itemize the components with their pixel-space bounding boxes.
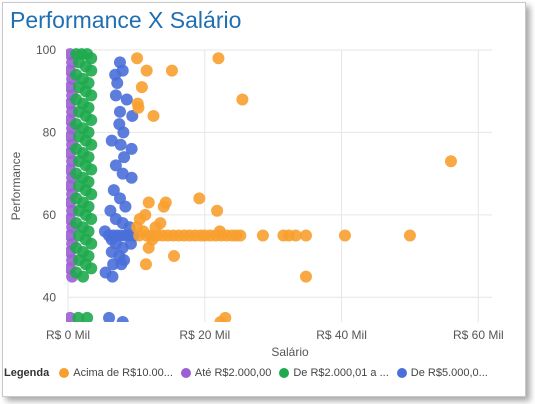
data-point[interactable] (140, 64, 153, 77)
legend-label-de-2000: De R$2.000,01 a ... (293, 367, 389, 379)
data-point[interactable] (119, 200, 132, 213)
data-point[interactable] (139, 258, 152, 271)
data-point[interactable] (72, 311, 85, 324)
data-point[interactable] (125, 171, 138, 184)
data-point[interactable] (81, 311, 94, 324)
legend-item-de-2000[interactable]: De R$2.000,01 a ... (279, 367, 389, 379)
legend-swatch-de-5000 (396, 368, 407, 378)
data-point[interactable] (125, 142, 138, 155)
data-point[interactable] (85, 89, 98, 102)
y-tick-label: 40 (43, 290, 57, 304)
x-tick-label: R$ 0 Mil (46, 328, 90, 342)
data-point[interactable] (256, 229, 269, 242)
y-axis-label: Performance (9, 151, 23, 220)
legend-swatch-de-2000 (279, 368, 290, 378)
data-point[interactable] (146, 233, 159, 246)
data-point[interactable] (165, 64, 178, 77)
data-point[interactable] (85, 64, 98, 77)
data-point[interactable] (114, 138, 127, 151)
data-point[interactable] (193, 192, 206, 205)
legend-label-ate: Até R$2.000,00 (194, 367, 272, 379)
x-tick-label: R$ 40 Mil (316, 328, 367, 342)
data-point[interactable] (111, 76, 124, 89)
data-point[interactable] (126, 109, 139, 122)
data-point[interactable] (219, 311, 232, 324)
data-point[interactable] (211, 204, 224, 217)
data-point[interactable] (85, 212, 98, 225)
legend-item-acima[interactable]: Acima de R$10.00... (59, 367, 173, 379)
data-point[interactable] (120, 93, 133, 106)
data-point[interactable] (85, 163, 98, 176)
grid-lines (67, 49, 492, 322)
data-point[interactable] (113, 105, 126, 118)
data-point[interactable] (106, 270, 119, 283)
data-point[interactable] (212, 52, 225, 65)
legend-swatch-acima (59, 368, 70, 378)
legend-swatch-ate (180, 368, 191, 378)
y-tick-labels: 40 60 80 100 (36, 43, 56, 304)
legend-item-ate[interactable]: Até R$2.000,00 (180, 367, 272, 379)
data-point[interactable] (338, 229, 351, 242)
data-point[interactable] (116, 316, 129, 328)
data-point[interactable] (117, 126, 130, 139)
legend: Legenda Acima de R$10.00... Até R$2.000,… (4, 367, 496, 379)
data-point[interactable] (103, 311, 116, 324)
data-point[interactable] (403, 229, 416, 242)
x-tick-label: R$ 20 Mil (179, 328, 230, 342)
data-point[interactable] (234, 229, 247, 242)
data-point[interactable] (299, 229, 312, 242)
chart-title: Performance X Salário (10, 7, 242, 33)
data-point[interactable] (85, 262, 98, 275)
data-point[interactable] (236, 93, 249, 106)
data-point[interactable] (124, 237, 137, 250)
x-axis-label: Salário (271, 345, 309, 359)
data-point[interactable] (168, 250, 180, 263)
data-point[interactable] (85, 188, 98, 201)
data-point[interactable] (115, 258, 128, 271)
y-tick-label: 100 (36, 43, 56, 57)
legend-item-de-5000[interactable]: De R$5.000,0... (396, 367, 488, 379)
data-point[interactable] (109, 159, 122, 172)
data-point[interactable] (85, 237, 98, 250)
legend-label-acima: Acima de R$10.00... (73, 367, 173, 379)
data-point[interactable] (118, 151, 131, 164)
data-point[interactable] (107, 258, 120, 271)
data-point[interactable] (85, 114, 98, 127)
data-point[interactable] (131, 52, 144, 65)
data-point[interactable] (444, 155, 457, 168)
data-point[interactable] (135, 81, 148, 94)
data-point[interactable] (147, 109, 160, 122)
x-tick-labels: R$ 0 Mil R$ 20 Mil R$ 40 Mil R$ 60 Mil (46, 328, 504, 342)
y-tick-label: 80 (43, 125, 57, 139)
data-point[interactable] (109, 89, 122, 102)
data-point[interactable] (85, 138, 98, 151)
y-tick-label: 60 (43, 208, 57, 222)
data-points (66, 48, 457, 328)
x-tick-label: R$ 60 Mil (453, 328, 504, 342)
data-point[interactable] (142, 196, 155, 209)
data-point[interactable] (157, 200, 170, 213)
data-point[interactable] (289, 229, 302, 242)
legend-label-de-5000: De R$5.000,0... (410, 367, 488, 379)
data-point[interactable] (299, 270, 312, 283)
data-point[interactable] (77, 270, 90, 283)
data-point[interactable] (132, 101, 145, 114)
data-point[interactable] (107, 184, 120, 197)
legend-title: Legenda (4, 367, 50, 379)
